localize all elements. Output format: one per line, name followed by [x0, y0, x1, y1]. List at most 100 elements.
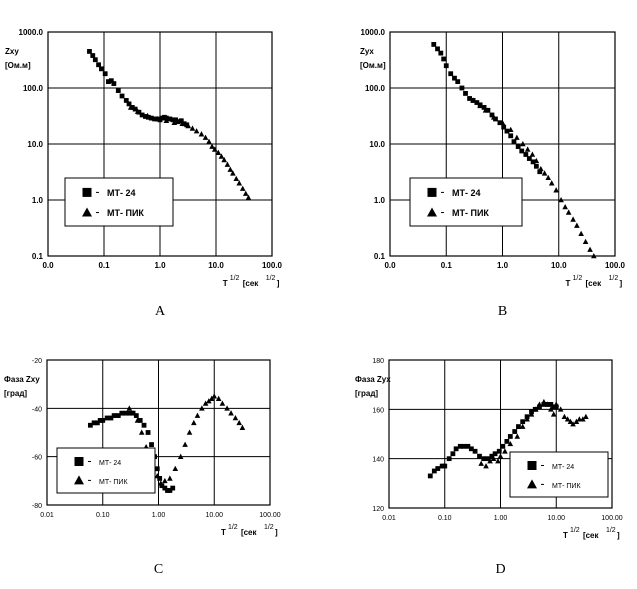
data-point-square: [467, 96, 472, 101]
x-axis-label-exp: 1/2: [573, 275, 583, 282]
data-point-triangle: [171, 119, 178, 126]
data-point-square: [145, 430, 151, 435]
legend-label: МТ- ПИК: [552, 483, 581, 490]
data-point-square: [515, 144, 521, 149]
data-point-square: [106, 79, 111, 85]
x-axis-label-close: ]: [620, 279, 623, 288]
data-point-square: [119, 93, 125, 99]
chart-A: 0.0 0.1 1.0 10.0 100.00.11.010.0100.01000.0Z…: [5, 28, 283, 319]
y-tick-label: 1.0: [374, 196, 386, 205]
data-point-triangle: [230, 170, 236, 176]
data-point-square: [115, 88, 121, 93]
data-point-triangle: [524, 146, 531, 152]
data-point-square: [438, 50, 444, 56]
data-point-triangle: [507, 440, 514, 447]
data-point-square: [167, 116, 173, 122]
data-point-square: [435, 46, 440, 52]
y-tick-label: 100.0: [23, 84, 44, 93]
data-point-square: [181, 121, 187, 127]
data-point-triangle: [215, 395, 222, 401]
data-point-triangle: [127, 104, 134, 110]
data-point-square: [489, 112, 495, 118]
data-point-square: [104, 415, 110, 421]
data-point-triangle: [548, 180, 555, 186]
data-point-triangle: [490, 114, 497, 120]
x-axis-label-base: T: [563, 531, 568, 540]
data-point-triangle: [507, 126, 514, 133]
legend-square-marker: [82, 187, 92, 197]
data-point-square: [102, 71, 108, 77]
data-point-triangle: [163, 117, 170, 124]
x-tick-label: 0.10: [96, 512, 110, 519]
data-point-triangle: [558, 197, 564, 203]
y-tick-label: 1000.0: [19, 28, 44, 37]
data-point-triangle: [182, 441, 188, 447]
data-point-square: [481, 105, 487, 110]
data-point-triangle: [211, 393, 218, 399]
plot-frame: [46, 359, 271, 506]
x-axis-label-exp: 1/2: [228, 524, 238, 531]
y-tick-label: 100.0: [365, 84, 386, 93]
data-point-triangle: [209, 143, 215, 149]
chart-caption: B: [498, 304, 507, 319]
data-point-square: [87, 49, 92, 54]
data-point-triangle: [144, 112, 151, 119]
x-axis-label-exp: 1/2: [230, 275, 240, 282]
data-point-triangle: [533, 157, 540, 164]
data-point-square: [526, 156, 532, 161]
legend-square-marker: [427, 187, 437, 197]
y-tick-label: -20: [32, 358, 42, 365]
x-axis-label-unit: [сек: [586, 279, 603, 288]
chart-B: 0.0 0.1 1.0 10.0 100.00.11.010.0100.01000.0Z…: [360, 28, 626, 319]
data-point-square: [111, 81, 117, 86]
legend: МТ- 24 МТ- ПИК: [64, 177, 174, 227]
legend-box: [64, 177, 174, 227]
data-point-square: [178, 118, 184, 124]
data-point-triangle: [154, 115, 161, 122]
data-point-triangle: [185, 122, 192, 129]
data-point-square: [551, 404, 557, 410]
chart-C: 0.01 0.10 1.00 10.00 100.00 -80 -60 -40 -20 Фаза …: [4, 358, 281, 577]
data-point-square: [439, 463, 445, 469]
x-tick-label: 0.0: [42, 261, 54, 270]
data-point-triangle: [236, 419, 242, 426]
data-point-triangle: [495, 458, 501, 464]
y-axis-unit: [Ом.м]: [360, 61, 386, 70]
data-point-triangle: [154, 473, 161, 479]
legend-square-marker: [74, 457, 84, 466]
data-point-triangle: [130, 410, 136, 416]
data-point-square: [90, 53, 96, 58]
legend: МТ- 24 МТ- ПИК: [509, 451, 609, 498]
data-point-triangle: [541, 170, 548, 176]
data-point-square: [108, 415, 114, 421]
data-point-triangle: [218, 153, 225, 159]
y-tick-label: 10.0: [369, 140, 385, 149]
data-point-triangle: [239, 424, 246, 430]
x-axis-label-exp: 1/2: [570, 527, 580, 534]
data-point-triangle: [519, 423, 526, 429]
y-axis-unit: [Ом.м]: [5, 61, 31, 70]
data-point-square: [123, 410, 129, 416]
data-point-square: [523, 152, 529, 157]
data-point-triangle: [199, 405, 205, 411]
data-point-square: [167, 488, 173, 493]
data-point-square: [431, 468, 437, 474]
data-point-square: [111, 413, 117, 418]
data-point-triangle: [202, 134, 209, 140]
data-point-square: [481, 456, 487, 462]
data-point-triangle: [232, 415, 239, 421]
x-axis-label-unit: [сек: [243, 279, 260, 288]
data-point-square: [520, 419, 526, 425]
legend-box: [409, 177, 523, 227]
data-point-triangle: [564, 416, 571, 422]
y-tick-label: -80: [32, 503, 42, 510]
data-point-square: [139, 112, 145, 118]
y-axis-unit: [град]: [355, 389, 378, 398]
data-point-square: [450, 451, 456, 457]
data-point-triangle: [573, 418, 580, 424]
data-point-triangle: [236, 180, 243, 186]
data-point-square: [501, 124, 507, 130]
data-point-triangle: [544, 401, 551, 407]
y-tick-label: 140: [372, 457, 384, 464]
x-axis-label-close: ]: [617, 531, 620, 540]
